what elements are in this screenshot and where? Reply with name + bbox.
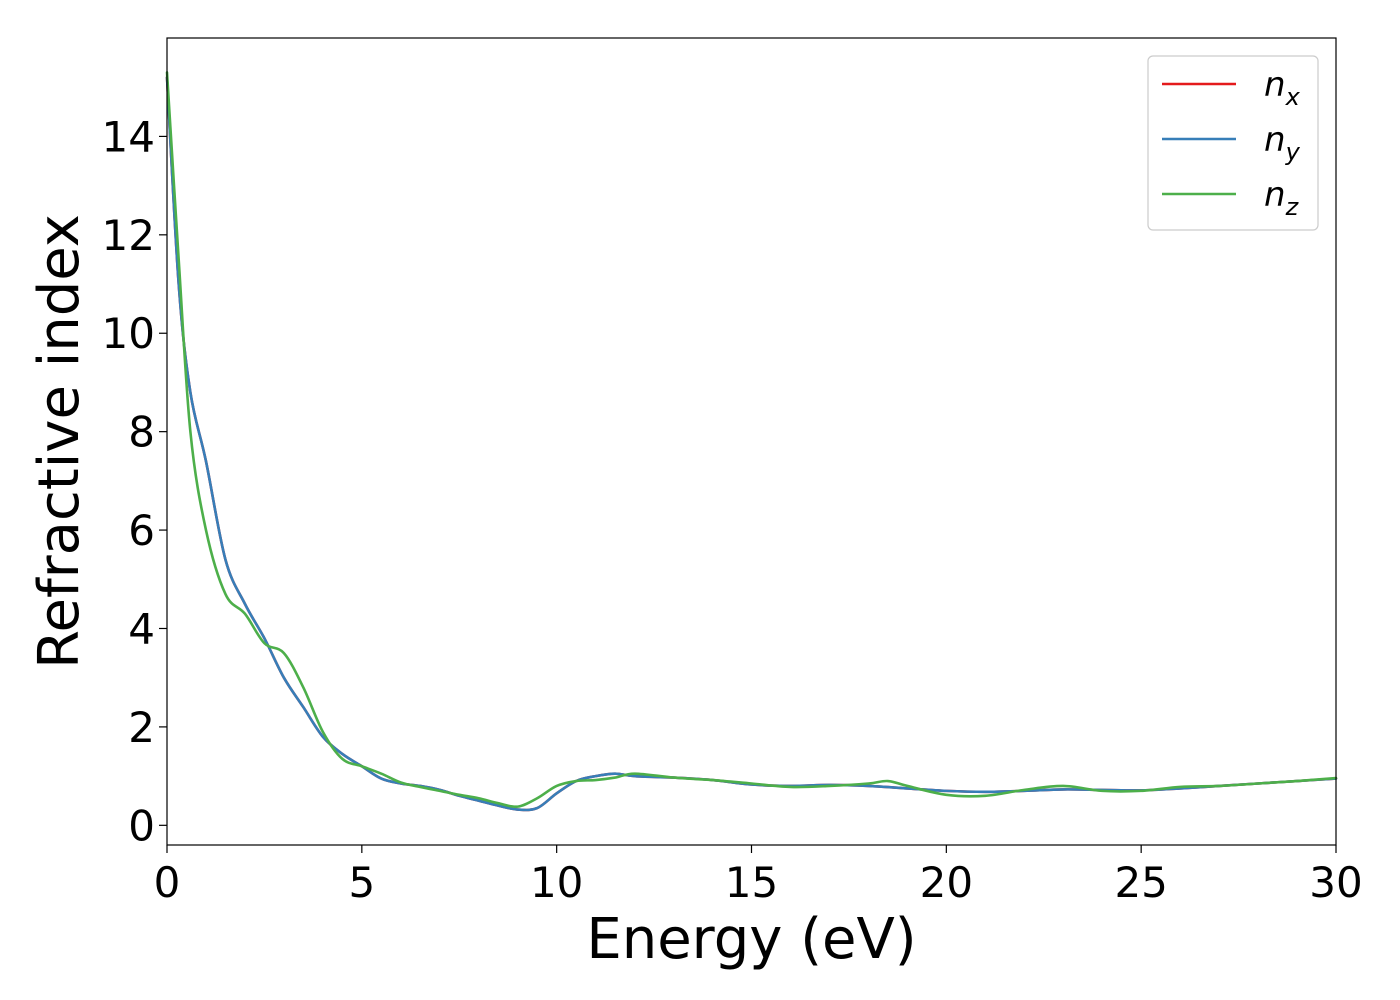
x-tick-label: 5	[348, 858, 375, 907]
y-tick-label: 8	[128, 408, 155, 457]
y-tick-label: 2	[128, 703, 155, 752]
x-tick-label: 15	[725, 858, 778, 907]
legend-label-nx: nx	[1264, 65, 1301, 111]
y-axis-label: Refractive index	[27, 214, 92, 669]
legend-label-base: n	[1264, 65, 1286, 105]
legend-box	[1147, 55, 1319, 231]
y-tick-label: 14	[102, 112, 155, 161]
x-tick-label: 10	[530, 858, 583, 907]
y-tick-label: 4	[128, 604, 155, 653]
x-axis-ticks: 0 5 10 15 20 25 30	[154, 845, 1363, 907]
y-tick-label: 10	[102, 309, 155, 358]
x-tick-label: 30	[1309, 858, 1362, 907]
x-tick-label: 20	[920, 858, 973, 907]
legend-label-subscript: y	[1285, 138, 1301, 166]
legend-label-subscript: x	[1285, 83, 1301, 111]
legend-label-base: n	[1264, 175, 1286, 215]
x-tick-label: 0	[154, 858, 181, 907]
y-axis-ticks: 0 2 4 6 8 10 12 14	[102, 112, 167, 850]
y-tick-label: 12	[102, 211, 155, 260]
series-line-ny	[165, 76, 1338, 812]
x-tick-label: 25	[1114, 858, 1167, 907]
y-tick-label: 6	[128, 506, 155, 555]
y-tick-label: 0	[128, 801, 155, 850]
legend-label-nz: nz	[1264, 175, 1300, 221]
series-line-nz	[165, 71, 1338, 809]
legend-label-subscript: z	[1285, 193, 1300, 221]
series-lines	[165, 71, 1338, 812]
plot-frame	[166, 37, 1337, 846]
legend-label-ny: ny	[1264, 120, 1301, 166]
x-axis-label: Energy (eV)	[586, 907, 916, 972]
legend-label-base: n	[1264, 120, 1286, 160]
